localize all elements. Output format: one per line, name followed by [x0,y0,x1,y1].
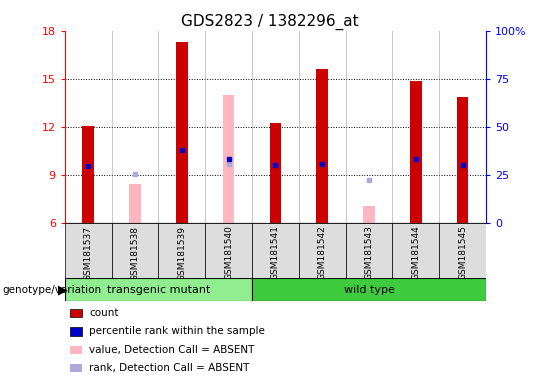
Text: rank, Detection Call = ABSENT: rank, Detection Call = ABSENT [89,363,249,373]
Bar [205,223,252,278]
Bar [346,223,393,278]
Bar [393,223,439,278]
Text: percentile rank within the sample: percentile rank within the sample [89,326,265,336]
Text: GSM181538: GSM181538 [131,225,139,280]
Text: GSM181542: GSM181542 [318,225,327,280]
Text: genotype/variation: genotype/variation [3,285,102,295]
Bar [222,95,234,223]
Bar [129,184,141,223]
Text: GSM181545: GSM181545 [458,225,467,280]
Text: count: count [89,308,119,318]
Bar [112,223,158,278]
Text: GDS2823 / 1382296_at: GDS2823 / 1382296_at [181,13,359,30]
Bar [457,97,468,223]
Text: GSM181540: GSM181540 [224,225,233,280]
Bar [363,206,375,223]
Text: GSM181537: GSM181537 [84,225,93,280]
Bar [252,278,486,301]
Text: transgenic mutant: transgenic mutant [107,285,210,295]
Bar [158,223,205,278]
Text: value, Detection Call = ABSENT: value, Detection Call = ABSENT [89,345,254,355]
Text: GSM181541: GSM181541 [271,225,280,280]
Text: GSM181539: GSM181539 [177,225,186,280]
Bar [65,223,112,278]
Bar [299,223,346,278]
Bar [82,126,94,223]
Text: ▶: ▶ [58,283,68,296]
Text: GSM181544: GSM181544 [411,225,420,280]
Bar [316,69,328,223]
Text: GSM181543: GSM181543 [364,225,374,280]
Bar [65,278,252,301]
Text: wild type: wild type [343,285,394,295]
Bar [410,81,422,223]
Bar [269,123,281,223]
Bar [439,223,486,278]
Bar [252,223,299,278]
Bar [176,42,188,223]
